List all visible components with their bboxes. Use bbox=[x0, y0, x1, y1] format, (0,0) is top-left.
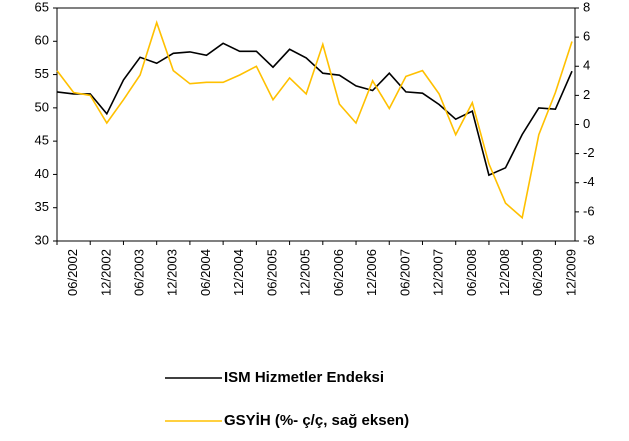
y-tick-label: 30 bbox=[35, 232, 49, 247]
series-line bbox=[56, 20, 573, 220]
y2-tick-label: 0 bbox=[583, 116, 590, 131]
y-tick-label: 40 bbox=[35, 166, 49, 181]
legend-label: ISM Hizmetler Endeksi bbox=[224, 369, 384, 386]
y2-tick-label: 2 bbox=[583, 87, 590, 102]
legend-label: GSYİH (%- ç/ç, sağ eksen) bbox=[224, 412, 409, 429]
series-line bbox=[56, 42, 573, 177]
x-tick-label: 12/2006 bbox=[364, 249, 379, 296]
y-tick-label: 55 bbox=[35, 66, 49, 81]
y-tick-label: 50 bbox=[35, 99, 49, 114]
y2-tick-label: -8 bbox=[583, 232, 595, 247]
y2-tick-label: -6 bbox=[583, 203, 595, 218]
x-tick-label: 12/2007 bbox=[431, 249, 446, 296]
x-tick-label: 06/2006 bbox=[331, 249, 346, 296]
x-tick-label: 06/2004 bbox=[198, 249, 213, 296]
y2-tick-label: -4 bbox=[583, 174, 595, 189]
y-tick-label: 45 bbox=[35, 133, 49, 148]
y2-tick-label: -2 bbox=[583, 145, 595, 160]
x-tick-label: 06/2005 bbox=[264, 249, 279, 296]
x-tick-label: 12/2003 bbox=[165, 249, 180, 296]
y-tick-label: 35 bbox=[35, 199, 49, 214]
y2-tick-label: 6 bbox=[583, 29, 590, 44]
x-tick-label: 12/2004 bbox=[231, 249, 246, 296]
x-tick-label: 06/2009 bbox=[530, 249, 545, 296]
y2-tick-label: 8 bbox=[583, 0, 590, 14]
x-tick-label: 12/2008 bbox=[497, 249, 512, 296]
y-tick-label: 60 bbox=[35, 33, 49, 48]
y2-tick-label: 4 bbox=[583, 58, 590, 73]
x-tick-label: 12/2005 bbox=[298, 249, 313, 296]
x-tick-label: 06/2007 bbox=[397, 249, 412, 296]
y-tick-label: 65 bbox=[35, 0, 49, 14]
x-tick-label: 12/2009 bbox=[563, 249, 578, 296]
x-tick-label: 12/2002 bbox=[98, 249, 113, 296]
x-tick-label: 06/2002 bbox=[65, 249, 80, 296]
x-tick-label: 06/2008 bbox=[464, 249, 479, 296]
x-tick-label: 06/2003 bbox=[132, 249, 147, 296]
